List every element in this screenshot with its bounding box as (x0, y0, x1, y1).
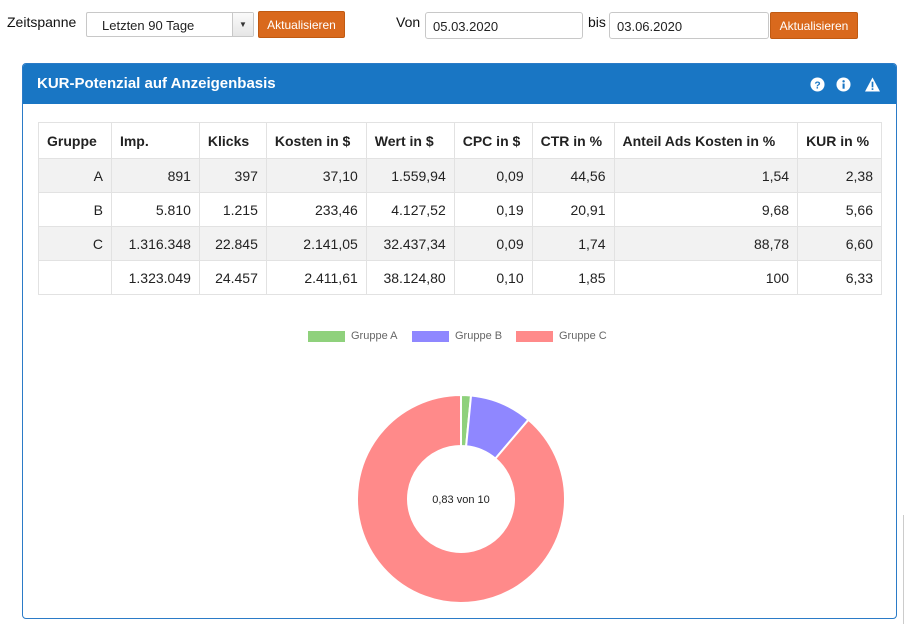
table-cell: 22.845 (198, 226, 267, 261)
legend-label: Gruppe B (455, 330, 503, 342)
legend-item-gruppe-a[interactable]: Gruppe A (308, 330, 397, 342)
table-cell: 1.215 (198, 192, 267, 227)
table-cell: 0,09 (453, 158, 533, 193)
table-cell: 1.323.049 (110, 260, 200, 295)
table-cell: 2.411,61 (265, 260, 367, 295)
legend-label: Gruppe A (351, 330, 398, 342)
filter-bar: Zeitspanne Letzten 90 Tage ▼ Aktualisier… (0, 0, 906, 52)
panel-header: KUR-Potenzial auf Anzeigenbasis ? (23, 64, 896, 104)
col-header-gruppe: Gruppe (38, 122, 112, 159)
donut-chart: 0,83 von 10 (356, 394, 566, 604)
table-cell: 100 (613, 260, 799, 295)
table-cell: 1,74 (531, 226, 615, 261)
zeitspanne-select[interactable]: Letzten 90 Tage ▼ (86, 12, 254, 37)
table-cell (38, 260, 112, 295)
table-cell: 32.437,34 (365, 226, 455, 261)
kur-panel: KUR-Potenzial auf Anzeigenbasis ? Gruppe… (22, 63, 897, 619)
chevron-down-icon[interactable]: ▼ (232, 13, 253, 36)
table-cell: 38.124,80 (365, 260, 455, 295)
legend-swatch (516, 330, 553, 342)
table-cell: 37,10 (265, 158, 367, 193)
question-icon[interactable]: ? (810, 77, 825, 92)
kur-table: Gruppe Imp. Klicks Kosten in $ Wert in $… (38, 122, 882, 295)
table-cell: 1.559,94 (365, 158, 455, 193)
bis-date-input[interactable]: 03.06.2020 (609, 12, 769, 39)
table-cell: 0,10 (453, 260, 533, 295)
von-label: Von (396, 14, 421, 30)
col-header-kosten: Kosten in $ (265, 122, 367, 159)
table-cell: 2.141,05 (265, 226, 367, 261)
table-cell: 2,38 (797, 158, 882, 193)
legend-item-gruppe-c[interactable]: Gruppe C (516, 330, 607, 342)
table-cell: 44,56 (531, 158, 615, 193)
table-cell: 397 (198, 158, 267, 193)
bis-label: bis (588, 14, 606, 30)
scrollbar-edge[interactable] (903, 515, 904, 624)
table-cell: 1.316.348 (110, 226, 200, 261)
table-cell: 233,46 (265, 192, 367, 227)
table-cell: 88,78 (613, 226, 799, 261)
table-cell: 6,33 (797, 260, 882, 295)
table-cell: 9,68 (613, 192, 799, 227)
warning-icon[interactable] (864, 77, 881, 92)
info-icon[interactable] (836, 77, 851, 92)
table-cell: 24.457 (198, 260, 267, 295)
table-cell: 1,54 (613, 158, 799, 193)
refresh-button-2[interactable]: Aktualisieren (770, 12, 858, 39)
donut-center-label: 0,83 von 10 (432, 494, 490, 506)
table-cell: 1,85 (531, 260, 615, 295)
table-cell: 20,91 (531, 192, 615, 227)
table-row: A 891 397 37,10 1.559,94 0,09 44,56 1,54… (38, 158, 882, 193)
col-header-ctr: CTR in % (531, 122, 615, 159)
legend-swatch (308, 330, 345, 342)
col-header-klicks: Klicks (198, 122, 267, 159)
table-cell: 5.810 (110, 192, 200, 227)
table-cell: 0,09 (453, 226, 533, 261)
table-cell: 6,60 (797, 226, 882, 261)
col-header-anteil: Anteil Ads Kosten in % (613, 122, 799, 159)
table-total-row: 1.323.049 24.457 2.411,61 38.124,80 0,10… (38, 260, 882, 295)
zeitspanne-value: Letzten 90 Tage (102, 18, 195, 33)
legend-label: Gruppe C (559, 330, 607, 342)
refresh-button-1[interactable]: Aktualisieren (258, 11, 345, 38)
table-cell: 0,19 (453, 192, 533, 227)
legend-item-gruppe-b[interactable]: Gruppe B (412, 330, 502, 342)
table-cell: 891 (110, 158, 200, 193)
zeitspanne-label: Zeitspanne (7, 14, 77, 30)
col-header-wert: Wert in $ (365, 122, 455, 159)
table-cell: 4.127,52 (365, 192, 455, 227)
svg-text:?: ? (814, 80, 820, 91)
donut-slice-gruppe-c[interactable] (356, 394, 566, 604)
table-header-row: Gruppe Imp. Klicks Kosten in $ Wert in $… (38, 122, 882, 159)
col-header-cpc: CPC in $ (453, 122, 533, 159)
von-date-input[interactable]: 05.03.2020 (425, 12, 583, 39)
panel-title: KUR-Potenzial auf Anzeigenbasis (37, 75, 276, 92)
legend-swatch (412, 330, 449, 342)
col-header-imp: Imp. (110, 122, 200, 159)
table-cell: A (38, 158, 112, 193)
table-row: B 5.810 1.215 233,46 4.127,52 0,19 20,91… (38, 192, 882, 227)
col-header-kur: KUR in % (797, 122, 882, 159)
table-row: C 1.316.348 22.845 2.141,05 32.437,34 0,… (38, 226, 882, 261)
table-cell: B (38, 192, 112, 227)
table-cell: C (38, 226, 112, 261)
table-cell: 5,66 (797, 192, 882, 227)
